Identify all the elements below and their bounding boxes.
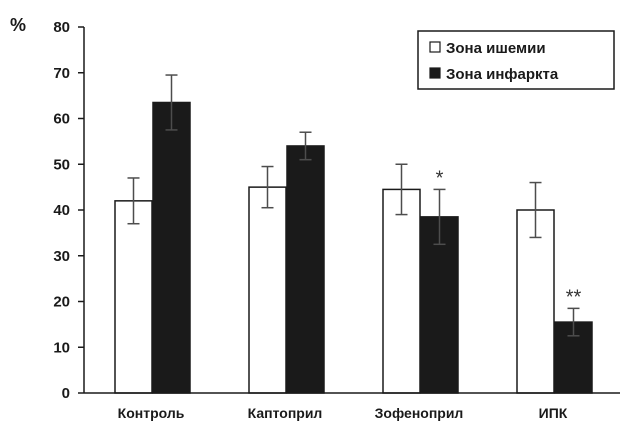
y-tick-label: 10 [53,339,70,356]
legend: Зона ишемии Зона инфаркта [417,30,615,90]
bars-group [114,101,593,394]
x-category-label: Каптоприл [248,405,323,421]
significance-marker: * [436,167,444,189]
y-axis-ticks: 0 10 20 30 40 50 60 70 80 [53,19,84,402]
legend-swatch-infarct [429,67,441,79]
bar-infarct [286,145,325,394]
y-tick-label: 50 [53,156,70,173]
bar-infarct [420,216,459,394]
bar-ischemia [248,186,287,394]
y-tick-label: 0 [62,385,70,402]
significance-marker: ** [566,286,582,308]
x-axis-labels: Контроль Каптоприл Зофеноприл ИПК [118,405,568,421]
x-category-label: ИПК [539,405,568,421]
error-bars-group [127,74,580,337]
y-tick-label: 20 [53,294,70,311]
bar-ischemia [114,200,153,394]
y-tick-label: 40 [53,202,70,219]
y-tick-label: 70 [53,65,70,82]
axes [83,27,620,394]
bar-infarct [152,101,191,394]
legend-label-ischemia: Зона ишемии [446,40,546,57]
legend-swatch-ischemia [429,41,441,53]
y-tick-label: 60 [53,111,70,128]
x-category-label: Зофеноприл [375,405,464,421]
y-axis-unit-label: % [10,15,26,35]
bar-ischemia [382,188,421,394]
significance-annotations: *** [436,167,582,308]
x-category-label: Контроль [118,405,185,421]
y-tick-label: 80 [53,19,70,36]
y-tick-label: 30 [53,248,70,265]
legend-label-infarct: Зона инфаркта [446,66,559,83]
bar-ischemia [516,209,555,394]
legend-box [417,30,615,90]
